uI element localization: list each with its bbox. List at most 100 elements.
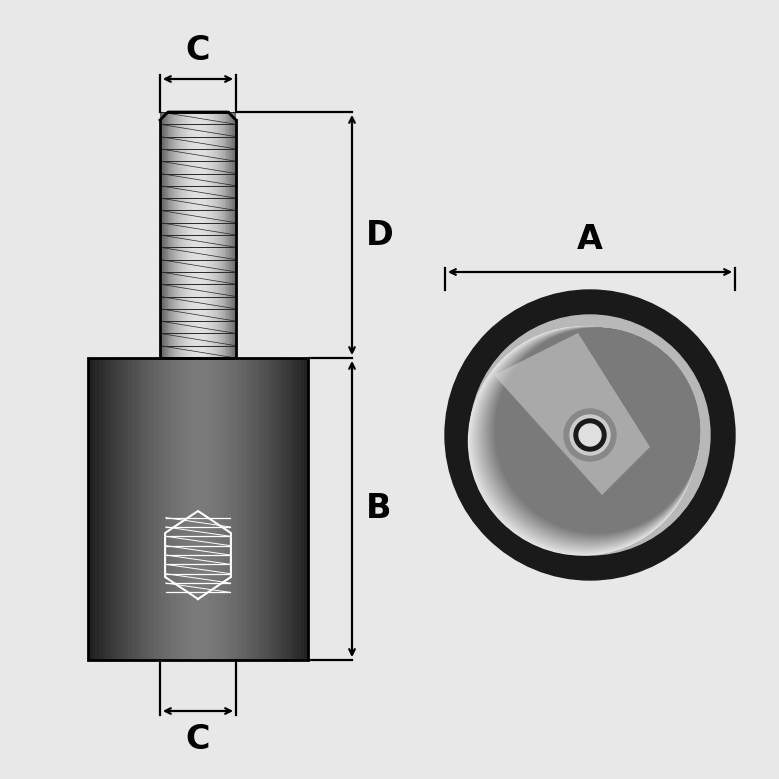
Ellipse shape: [485, 328, 698, 541]
Bar: [121, 358, 125, 660]
Ellipse shape: [476, 327, 697, 549]
Bar: [228, 112, 231, 358]
Bar: [106, 358, 111, 660]
Bar: [232, 112, 234, 358]
Ellipse shape: [469, 327, 696, 555]
Bar: [88, 358, 308, 660]
Bar: [242, 358, 246, 660]
Ellipse shape: [486, 328, 699, 541]
Bar: [294, 358, 298, 660]
Bar: [209, 358, 213, 660]
Bar: [183, 112, 185, 358]
Bar: [219, 112, 221, 358]
Ellipse shape: [494, 329, 700, 534]
Ellipse shape: [481, 328, 698, 545]
Bar: [166, 112, 168, 358]
Bar: [224, 112, 227, 358]
Bar: [187, 358, 191, 660]
Bar: [171, 112, 174, 358]
Bar: [170, 112, 172, 358]
Bar: [217, 112, 220, 358]
Bar: [264, 358, 268, 660]
Bar: [173, 112, 176, 358]
Ellipse shape: [492, 328, 699, 536]
Bar: [260, 358, 265, 660]
Bar: [217, 358, 220, 660]
Bar: [129, 358, 132, 660]
Bar: [198, 358, 203, 660]
Bar: [177, 112, 179, 358]
Ellipse shape: [471, 327, 696, 553]
Text: C: C: [185, 34, 210, 67]
Circle shape: [470, 315, 710, 555]
Bar: [154, 358, 158, 660]
Bar: [249, 358, 253, 660]
Bar: [143, 358, 147, 660]
Bar: [179, 112, 182, 358]
Bar: [191, 358, 195, 660]
Circle shape: [445, 290, 735, 580]
Bar: [224, 358, 227, 660]
Bar: [172, 358, 177, 660]
Ellipse shape: [487, 328, 699, 540]
Bar: [234, 358, 239, 660]
Ellipse shape: [484, 328, 698, 542]
Bar: [185, 112, 187, 358]
Bar: [88, 358, 92, 660]
Bar: [146, 358, 151, 660]
Bar: [194, 112, 196, 358]
Bar: [290, 358, 294, 660]
Bar: [165, 358, 169, 660]
Ellipse shape: [490, 328, 699, 538]
Text: A: A: [577, 223, 603, 256]
Bar: [211, 112, 213, 358]
Bar: [286, 358, 290, 660]
Bar: [161, 358, 165, 660]
Ellipse shape: [491, 328, 699, 537]
Bar: [162, 112, 164, 358]
Bar: [192, 112, 195, 358]
Text: C: C: [185, 723, 210, 756]
Bar: [92, 358, 96, 660]
Text: B: B: [366, 492, 392, 526]
Ellipse shape: [477, 327, 697, 548]
Bar: [118, 358, 122, 660]
Bar: [234, 112, 237, 358]
Ellipse shape: [482, 328, 698, 544]
Bar: [253, 358, 257, 660]
Ellipse shape: [470, 327, 696, 554]
Bar: [305, 358, 308, 660]
Ellipse shape: [471, 327, 697, 552]
Bar: [187, 112, 189, 358]
Bar: [297, 358, 301, 660]
Bar: [268, 358, 272, 660]
Ellipse shape: [478, 327, 697, 547]
PathPatch shape: [494, 333, 650, 495]
Ellipse shape: [492, 328, 699, 535]
Ellipse shape: [481, 328, 698, 545]
Ellipse shape: [489, 328, 699, 538]
Bar: [194, 358, 199, 660]
Bar: [231, 112, 233, 358]
Ellipse shape: [485, 328, 698, 541]
Bar: [190, 112, 192, 358]
Bar: [275, 358, 279, 660]
Bar: [157, 358, 162, 660]
Bar: [99, 358, 103, 660]
Bar: [227, 112, 229, 358]
Circle shape: [579, 424, 601, 446]
Bar: [136, 358, 140, 660]
Bar: [245, 358, 250, 660]
Bar: [150, 358, 154, 660]
Ellipse shape: [488, 328, 699, 539]
Bar: [256, 358, 261, 660]
Bar: [210, 112, 212, 358]
Ellipse shape: [493, 329, 700, 534]
Bar: [139, 358, 143, 660]
Bar: [110, 358, 115, 660]
Bar: [200, 112, 203, 358]
Bar: [220, 112, 224, 358]
Ellipse shape: [488, 328, 699, 538]
Bar: [202, 112, 204, 358]
Bar: [103, 358, 107, 660]
